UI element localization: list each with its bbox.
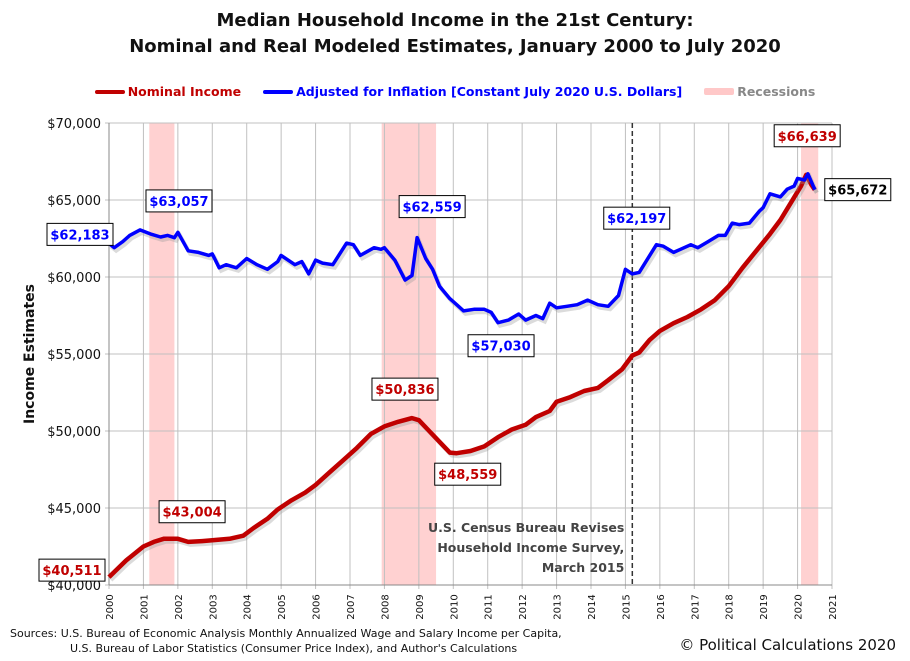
x-tick-label: 2015 — [621, 594, 632, 619]
nominal-income-line — [107, 172, 817, 579]
y-tick-label: $55,000 — [47, 348, 101, 363]
event-annotation: Household Income Survey, — [437, 540, 624, 555]
y-tick-label: $65,000 — [47, 194, 101, 209]
legend-label: Adjusted for Inflation [Constant July 20… — [296, 84, 683, 99]
y-tick-label: $60,000 — [47, 271, 101, 286]
x-tick-label: 2013 — [553, 594, 564, 619]
annotation-label: $65,672 — [828, 184, 887, 199]
x-tick-label: 2003 — [208, 594, 219, 619]
annotation-box — [824, 178, 892, 202]
annotation-label: $62,197 — [607, 212, 666, 227]
annotation-box — [371, 377, 439, 401]
annotation-box — [773, 124, 841, 148]
sources: Sources: U.S. Bureau of Economic Analysi… — [10, 626, 562, 656]
x-tick-label: 2009 — [415, 594, 426, 619]
legend-nominal: Nominal Income — [94, 84, 242, 99]
x-tick-label: 2020 — [794, 594, 805, 619]
annotation-box — [603, 206, 671, 230]
annotation-box — [398, 195, 466, 219]
x-tick-label: 2016 — [656, 594, 667, 619]
x-tick-label: 2010 — [449, 594, 460, 619]
annotation-label: $43,004 — [162, 506, 221, 521]
x-tick-label: 2011 — [484, 594, 495, 619]
legend-real: Adjusted for Inflation [Constant July 20… — [263, 84, 682, 99]
x-tick-label: 2002 — [174, 594, 185, 619]
annotation-box — [158, 500, 226, 524]
annotation-box — [38, 558, 106, 582]
sources-line: U.S. Bureau of Labor Statistics (Consume… — [70, 642, 518, 655]
chart-title: Median Household Income in the 21st Cent… — [216, 10, 694, 31]
chart-subtitle: Nominal and Real Modeled Estimates, Janu… — [129, 36, 781, 57]
annotation-label: $62,559 — [403, 201, 462, 216]
x-tick-label: 2008 — [380, 594, 391, 619]
x-tick-label: 2005 — [277, 594, 288, 619]
y-axis-label: Income Estimates — [22, 284, 38, 424]
annotation-label: $62,183 — [50, 228, 109, 243]
annotation-label: $57,030 — [471, 340, 530, 355]
series-shadow — [109, 173, 819, 582]
annotation-label: $66,639 — [778, 130, 837, 145]
x-tick-label: 2006 — [312, 594, 323, 619]
x-tick-label: 2004 — [243, 594, 254, 619]
legend: Nominal Income Adjusted for Inflation [C… — [0, 84, 910, 99]
y-tick-label: $40,000 — [47, 579, 101, 594]
annotation-label: $40,511 — [42, 564, 101, 579]
y-tick-label: $70,000 — [47, 117, 101, 132]
x-tick-label: 2012 — [518, 594, 529, 619]
y-tick-label: $50,000 — [47, 425, 101, 440]
annotation-box — [145, 189, 213, 213]
annotation-box — [46, 222, 114, 246]
event-annotation: March 2015 — [542, 560, 625, 575]
copyright: © Political Calculations 2020 — [679, 636, 896, 654]
sources-line: Sources: U.S. Bureau of Economic Analysi… — [10, 627, 562, 640]
x-tick-label: 2019 — [759, 594, 770, 619]
x-tick-label: 2018 — [725, 594, 736, 619]
legend-label: Recessions — [737, 84, 816, 99]
x-tick-label: 2000 — [105, 594, 116, 619]
annotation-label: $48,559 — [438, 468, 497, 483]
legend-swatch — [263, 89, 294, 94]
annotation-box — [467, 334, 535, 358]
annotation-box — [434, 462, 502, 486]
x-tick-label: 2001 — [139, 594, 150, 619]
x-tick-label: 2021 — [828, 594, 839, 619]
legend-recessions: Recessions — [704, 84, 815, 99]
y-tick-label: $45,000 — [47, 502, 101, 517]
x-tick-label: 2007 — [346, 594, 357, 619]
legend-swatch — [94, 89, 125, 94]
event-annotation: U.S. Census Bureau Revises — [428, 520, 624, 535]
annotation-label: $63,057 — [149, 195, 208, 210]
real-income-line — [107, 172, 817, 325]
legend-label: Nominal Income — [127, 84, 242, 99]
annotation-label: $50,836 — [375, 383, 434, 398]
legend-swatch — [704, 88, 735, 95]
x-tick-label: 2017 — [690, 594, 701, 619]
x-tick-label: 2014 — [587, 594, 598, 619]
